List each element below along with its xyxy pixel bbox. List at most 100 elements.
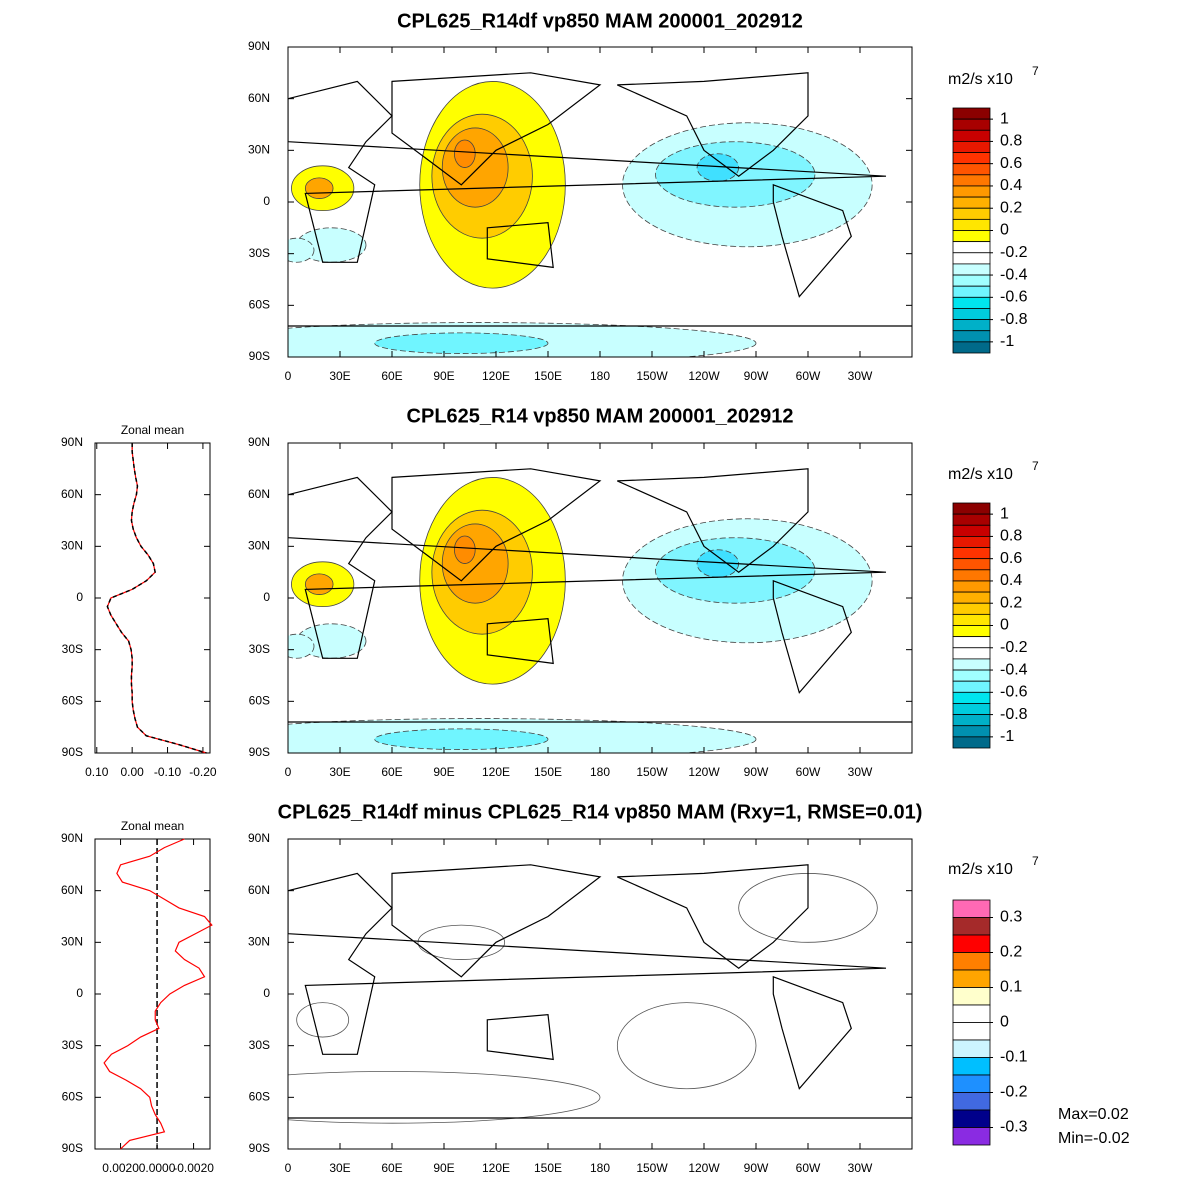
y-tick-label: 30N xyxy=(248,539,270,553)
colorbar-label: -1 xyxy=(1000,333,1014,350)
x-tick-label: 120E xyxy=(482,765,510,779)
colorbar-box xyxy=(952,703,991,715)
colorbar-box xyxy=(952,1039,991,1058)
x-tick-label: 120W xyxy=(688,369,720,383)
colorbar-box xyxy=(952,1092,991,1111)
y-tick-label: 90S xyxy=(62,1141,83,1155)
colorbar-box xyxy=(952,591,991,604)
x-tick-label: 90E xyxy=(433,765,454,779)
x-tick-label: 60E xyxy=(381,1161,402,1175)
map-field xyxy=(288,864,912,1124)
x-tick-label: 0.10 xyxy=(85,765,109,779)
colorbar-box xyxy=(952,502,991,515)
contour-fill xyxy=(441,127,509,208)
colorbar-box xyxy=(952,917,991,936)
x-tick-label: 150E xyxy=(534,1161,562,1175)
y-tick-label: 90S xyxy=(62,745,83,759)
colorbar-box xyxy=(952,1057,991,1076)
x-tick-label: 30W xyxy=(848,765,873,779)
coastline xyxy=(617,72,809,177)
x-tick-label: 30W xyxy=(848,369,873,383)
y-tick-label: 90N xyxy=(248,39,270,53)
x-tick-label: 150W xyxy=(636,765,668,779)
colorbar-box xyxy=(952,647,991,660)
y-tick-label: 90N xyxy=(61,831,83,845)
y-tick-label: 0 xyxy=(76,590,83,604)
colorbar-unit: m2/s x10 xyxy=(948,466,1013,483)
colorbar-label: -0.2 xyxy=(1000,244,1028,261)
contour-line xyxy=(417,924,506,960)
contour-line xyxy=(616,1002,757,1090)
map-field xyxy=(288,468,912,753)
colorbar-label: -1 xyxy=(1000,728,1014,745)
colorbar-box xyxy=(952,1004,991,1023)
contour-fill xyxy=(441,523,509,604)
x-tick-label: -0.20 xyxy=(189,765,217,779)
y-tick-label: 60N xyxy=(61,883,83,897)
colorbar-box xyxy=(952,1022,991,1041)
colorbar-box xyxy=(952,308,991,320)
colorbar-box xyxy=(952,569,991,582)
colorbar-box xyxy=(952,341,991,354)
x-tick-label: 150E xyxy=(534,369,562,383)
colorbar-label: -0.6 xyxy=(1000,684,1028,701)
colorbar-label: -0.3 xyxy=(1000,1119,1028,1136)
colorbar-box xyxy=(952,736,991,749)
colorbar-box xyxy=(952,625,991,638)
contour-line xyxy=(296,1002,350,1038)
colorbar-box xyxy=(952,934,991,953)
colorbar-box xyxy=(952,714,991,727)
panel-title: Zonal mean xyxy=(121,819,184,833)
colorbar-box xyxy=(952,196,991,209)
contour-fill xyxy=(374,332,549,354)
y-tick-label: 60N xyxy=(248,883,270,897)
colorbar-box xyxy=(952,580,991,593)
x-tick-label: -0.10 xyxy=(154,765,182,779)
x-tick-label: 60W xyxy=(796,765,821,779)
colorbar-box xyxy=(952,613,991,626)
coastline xyxy=(391,72,602,186)
coastline xyxy=(772,975,852,1090)
colorbar-label: 0.6 xyxy=(1000,155,1022,172)
contour-line xyxy=(288,1071,601,1124)
y-tick-label: 60S xyxy=(62,1090,83,1104)
coastline xyxy=(486,618,554,665)
colorbar-label: 0.4 xyxy=(1000,572,1022,589)
x-tick-label: 90E xyxy=(433,1161,454,1175)
contour-fill xyxy=(288,237,315,263)
x-tick-label: 30W xyxy=(848,1161,873,1175)
colorbar-label: 1 xyxy=(1000,505,1009,522)
x-tick-label: 180 xyxy=(590,1161,610,1175)
colorbar-box xyxy=(952,207,991,220)
coastline xyxy=(288,476,887,659)
colorbar-label: 0 xyxy=(1000,617,1009,634)
colorbar-box xyxy=(952,274,991,287)
y-tick-label: 30S xyxy=(62,1038,83,1052)
colorbar-box xyxy=(952,987,991,1006)
y-tick-label: 30S xyxy=(62,642,83,656)
y-tick-label: 0 xyxy=(76,986,83,1000)
x-tick-label: 150W xyxy=(636,369,668,383)
y-tick-label: 90S xyxy=(249,1141,270,1155)
colorbar-box xyxy=(952,107,991,120)
annotation: Max=0.02 xyxy=(1058,1106,1129,1123)
colorbar-label: 0.2 xyxy=(1000,199,1022,216)
colorbar-label: 0.3 xyxy=(1000,909,1022,926)
colorbar-label: 0.2 xyxy=(1000,594,1022,611)
map-field xyxy=(288,72,912,357)
y-tick-label: 30N xyxy=(61,539,83,553)
colorbar-unit: m2/s x10 xyxy=(948,861,1013,878)
x-tick-label: 120W xyxy=(688,765,720,779)
x-tick-label: 180 xyxy=(590,369,610,383)
contour-fill xyxy=(288,633,315,659)
colorbar-label: -0.8 xyxy=(1000,706,1028,723)
contour-fill xyxy=(304,177,334,199)
colorbar-unit: m2/s x10 xyxy=(948,71,1013,88)
colorbar-label: -0.1 xyxy=(1000,1049,1028,1066)
colorbar-box xyxy=(952,241,991,254)
y-tick-label: 60N xyxy=(248,487,270,501)
y-tick-label: 60S xyxy=(249,694,270,708)
colorbar-box xyxy=(952,636,991,649)
